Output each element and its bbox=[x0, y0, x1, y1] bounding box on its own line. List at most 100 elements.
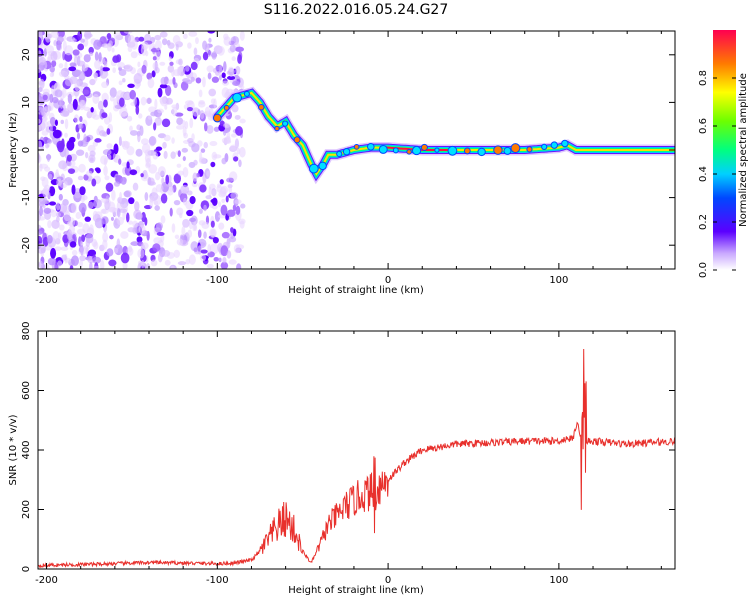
spectrogram-noise-blob bbox=[190, 61, 198, 71]
spectrogram-noise-blob bbox=[38, 224, 42, 230]
spectrogram-noise-blob bbox=[176, 117, 184, 125]
spectrogram-noise-blob bbox=[61, 254, 67, 261]
spectrogram-noise-blob bbox=[79, 115, 83, 123]
spectrogram-noise-blob bbox=[55, 169, 59, 178]
spectrogram-noise-blob bbox=[177, 150, 181, 157]
spectrogram-noise-blob bbox=[60, 110, 70, 117]
spectrogram-noise-blob bbox=[45, 143, 50, 149]
spectrogram-noise-blob bbox=[235, 205, 241, 216]
spectrogram-noise-blob bbox=[206, 65, 214, 73]
spectrogram-noise-blob bbox=[175, 43, 179, 51]
spectrogram-noise-blob bbox=[155, 146, 163, 151]
spectrogram-noise-blob bbox=[216, 46, 225, 56]
spectrogram-noise-blob bbox=[144, 217, 148, 226]
spectrogram-noise-blob bbox=[228, 66, 234, 73]
spectrogram-noise-blob bbox=[106, 248, 114, 257]
spectrogram-noise-blob bbox=[110, 216, 114, 221]
spectrogram-noise-blob bbox=[120, 176, 127, 185]
spectrogram-noise-blob bbox=[85, 238, 91, 248]
spectrogram-ridge bbox=[214, 89, 675, 180]
spectrogram-noise-blob bbox=[106, 143, 113, 149]
spectrogram-noise-blob bbox=[193, 247, 198, 253]
spectrogram-noise-blob bbox=[240, 203, 246, 209]
spectrogram-noise-blob bbox=[116, 238, 121, 250]
spectrogram-noise-blob bbox=[91, 178, 97, 187]
spectrogram-noise-blob bbox=[235, 65, 241, 75]
spectrogram-noise-blob bbox=[141, 242, 149, 250]
spectrogram-noise-blob bbox=[118, 208, 128, 213]
spectrogram-noise-blob bbox=[157, 253, 163, 263]
spectrogram-noise-blob bbox=[218, 257, 222, 263]
spectrogram-noise-blob bbox=[183, 132, 189, 139]
spectrogram-noise-blob bbox=[89, 224, 94, 236]
spectrogram-noise-blob bbox=[213, 126, 220, 132]
spectrogram-noise-blob bbox=[162, 250, 171, 257]
spectrogram-noise-blob bbox=[148, 164, 158, 174]
spectrogram-noise-blob bbox=[198, 157, 207, 165]
spectrogram-noise-blob bbox=[80, 99, 87, 109]
spectrogram-noise-blob bbox=[38, 230, 43, 235]
spectrogram-noise-blob bbox=[50, 247, 57, 259]
spectrogram-noise-blob bbox=[145, 263, 151, 269]
spectrogram-ridge-blob bbox=[342, 147, 351, 156]
snr-ytick-label: 200 bbox=[21, 500, 32, 519]
spectrogram-noise-blob bbox=[104, 202, 112, 208]
spectrogram-noise-blob bbox=[99, 259, 105, 269]
spectrogram-noise-blob bbox=[78, 163, 86, 173]
spectrogram-noise-blob bbox=[219, 186, 227, 197]
spectrogram-noise-blob bbox=[79, 85, 84, 93]
spectrogram-ridge-blob bbox=[274, 125, 280, 132]
spectrogram-ridge-blob bbox=[447, 145, 458, 156]
spectrogram-noise-blob bbox=[233, 156, 239, 162]
spectrogram-noise-blob bbox=[191, 181, 198, 188]
spectrogram-noise-blob bbox=[108, 112, 113, 123]
spectrogram-noise-blob bbox=[183, 197, 188, 206]
spectrogram-noise-blob bbox=[85, 152, 89, 159]
spectrogram-noise-blob bbox=[239, 31, 245, 41]
spectrogram-noise-blob bbox=[152, 151, 159, 160]
spectrogram-noise-blob bbox=[64, 132, 68, 138]
colorbar-tick-label: 0.4 bbox=[698, 166, 709, 182]
spectrogram-noise-blob bbox=[164, 104, 168, 110]
spectrogram-noise-blob bbox=[77, 140, 84, 147]
spectrogram-noise-blob bbox=[182, 33, 188, 40]
spectrogram-noise-blob bbox=[139, 125, 144, 137]
spectrogram-ridge-blob bbox=[434, 147, 440, 153]
spectrogram-noise-blob bbox=[93, 241, 99, 250]
spectrogram-noise-blob bbox=[101, 67, 110, 72]
spectrogram-noise-blob bbox=[226, 131, 231, 141]
spectrogram-noise-blob bbox=[197, 229, 202, 239]
spectrogram-noise-blob bbox=[165, 97, 173, 105]
spectrogram-xtick-label: 0 bbox=[385, 275, 391, 286]
spectrogram-noise-blob bbox=[58, 224, 65, 231]
spectrogram-noise-blob bbox=[148, 136, 157, 146]
spectrogram-noise-blob bbox=[169, 207, 173, 217]
spectrogram-noise-blob bbox=[68, 161, 72, 166]
spectrogram-noise-blob bbox=[129, 89, 136, 100]
spectrogram-noise-blob bbox=[212, 154, 222, 159]
spectrogram-noise-blob bbox=[231, 56, 236, 61]
spectrogram-noise-blob bbox=[55, 201, 60, 211]
spectrogram-noise-blob bbox=[169, 61, 174, 66]
spectrogram-noise-blob bbox=[129, 130, 138, 136]
spectrogram-noise-blob bbox=[59, 98, 64, 109]
spectrogram-ridge bbox=[215, 90, 675, 178]
spectrogram-noise-blob bbox=[231, 133, 237, 138]
spectrogram-noise-blob bbox=[206, 263, 214, 269]
snr-xtick-label: 100 bbox=[549, 575, 568, 586]
spectrogram-noise-blob bbox=[107, 154, 112, 161]
spectrogram-noise-blob bbox=[109, 234, 114, 240]
spectrogram-noise-blob bbox=[154, 98, 158, 110]
spectrogram-ridge-blob bbox=[336, 150, 343, 158]
spectrogram-noise-blob bbox=[69, 241, 77, 248]
spectrogram-noise-blob bbox=[58, 180, 68, 189]
spectrogram-noise-blob bbox=[38, 260, 44, 269]
spectrogram-noise-blob bbox=[70, 38, 77, 43]
spectrogram-noise-blob bbox=[171, 106, 178, 117]
spectrogram-noise-blob bbox=[188, 31, 198, 37]
spectrogram-noise-blob bbox=[126, 146, 135, 156]
spectrogram-noise-blob bbox=[203, 204, 207, 212]
spectrogram-noise-blob bbox=[103, 60, 108, 68]
spectrogram-ridge-blob bbox=[392, 147, 399, 154]
spectrogram-noise-blob bbox=[171, 137, 175, 144]
